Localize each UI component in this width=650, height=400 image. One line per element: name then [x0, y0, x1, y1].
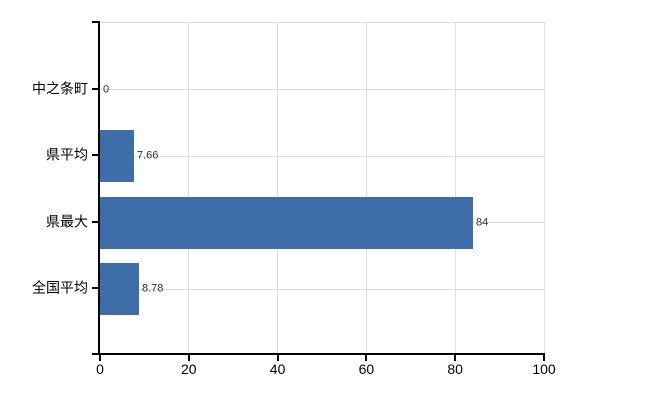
y-axis-line — [98, 22, 100, 355]
x-axis-tick-label: 80 — [447, 361, 463, 377]
x-axis-tick — [365, 355, 368, 361]
x-axis-tick — [454, 355, 457, 361]
vertical-gridline — [277, 23, 279, 356]
vertical-gridline — [454, 23, 456, 356]
x-axis-tick-label: 0 — [96, 361, 104, 377]
x-axis-tick-label: 40 — [269, 361, 286, 377]
x-axis-line — [92, 353, 545, 355]
x-axis-tick — [187, 355, 190, 361]
horizontal-gridline — [100, 155, 544, 157]
plot-area: 0 7.66 84 8.78 — [100, 22, 545, 356]
y-axis-tick — [92, 220, 100, 223]
horizontal-gridline — [100, 89, 544, 91]
x-axis-tick-label: 20 — [181, 361, 197, 377]
category-label: 県平均 — [46, 146, 88, 163]
category-label: 中之条町 — [32, 80, 88, 97]
bar-value-label: 7.66 — [137, 149, 159, 162]
horizontal-gridline — [100, 288, 544, 290]
x-axis-tick-label: 60 — [358, 361, 375, 377]
bar-2 — [100, 130, 134, 183]
category-label: 県最大 — [46, 213, 88, 230]
vertical-gridline — [365, 23, 367, 356]
bar-value-label: 8.78 — [141, 282, 164, 295]
bar-value-label: 0 — [103, 83, 110, 96]
y-axis-tick — [92, 287, 100, 290]
y-axis-tick — [92, 87, 100, 90]
x-axis-tick — [99, 355, 101, 361]
bar-4 — [100, 263, 139, 316]
vertical-gridline — [188, 23, 190, 356]
bar-3 — [100, 196, 473, 249]
x-axis-tick — [276, 355, 279, 361]
x-axis-tick — [543, 355, 545, 361]
bar-value-label: 84 — [475, 216, 489, 229]
x-axis-tick-label: 100 — [532, 361, 556, 377]
y-axis-tick — [92, 154, 100, 157]
category-label: 全国平均 — [32, 279, 88, 296]
y-axis-top-tick — [92, 21, 100, 23]
